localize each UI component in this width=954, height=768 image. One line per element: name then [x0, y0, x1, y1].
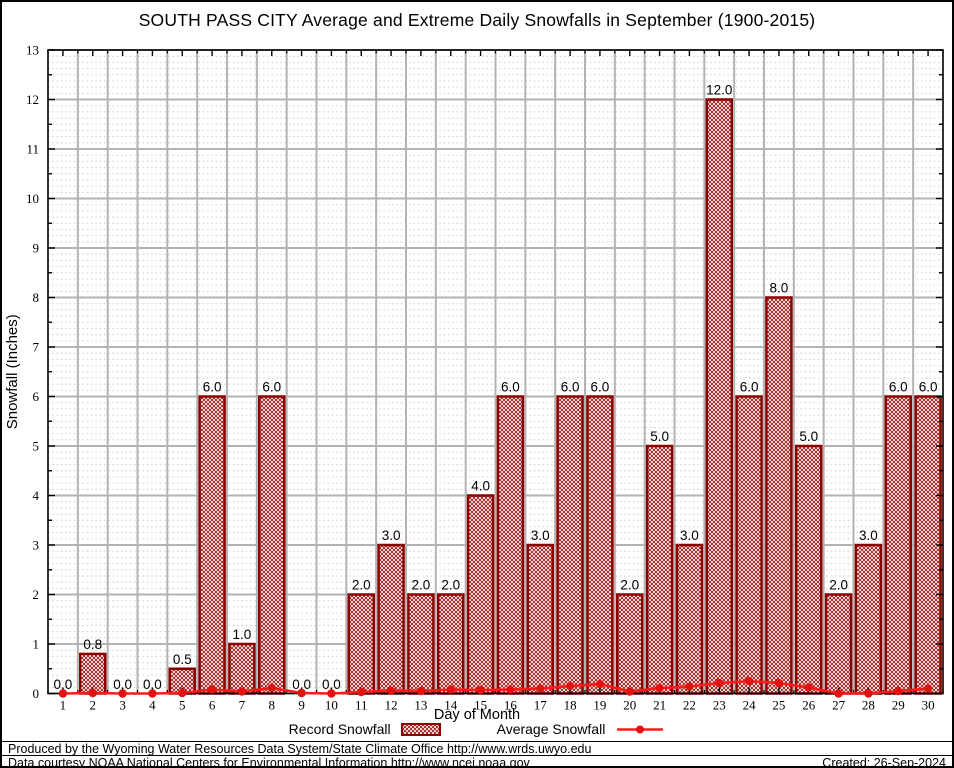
svg-text:25: 25	[772, 698, 785, 713]
svg-text:0.0: 0.0	[322, 677, 341, 692]
svg-text:20: 20	[623, 698, 636, 713]
svg-text:2.0: 2.0	[829, 578, 848, 593]
record-snowfall-swatch-icon	[400, 722, 441, 736]
svg-text:3.0: 3.0	[680, 528, 699, 543]
svg-text:13: 13	[414, 698, 427, 713]
svg-text:12: 12	[385, 698, 398, 713]
svg-text:2.0: 2.0	[352, 578, 371, 593]
snowfall-bar-chart: 0.0 0.8 0.0 0.0 0.5 6.0 1.0 6.0 0.0 0.0 2.0 3.0 2.0 2…	[4, 43, 944, 713]
svg-text:0.0: 0.0	[54, 677, 73, 692]
legend-label-average: Average Snowfall	[496, 721, 606, 737]
svg-text:30: 30	[922, 698, 935, 713]
svg-text:24: 24	[743, 698, 757, 713]
svg-text:3: 3	[33, 538, 40, 553]
footer-data-courtesy: Data courtesy NOAA National Centers for …	[8, 756, 530, 768]
svg-text:12: 12	[26, 92, 39, 107]
svg-text:6.0: 6.0	[203, 380, 222, 395]
svg-text:18: 18	[564, 698, 577, 713]
svg-text:5.0: 5.0	[650, 429, 669, 444]
svg-text:0.5: 0.5	[173, 652, 192, 667]
svg-text:6.0: 6.0	[740, 380, 759, 395]
svg-text:6.0: 6.0	[889, 380, 908, 395]
svg-text:1.0: 1.0	[233, 627, 252, 642]
svg-text:19: 19	[593, 698, 606, 713]
svg-text:8: 8	[33, 290, 40, 305]
svg-text:3: 3	[119, 698, 126, 713]
svg-text:5: 5	[33, 439, 40, 454]
svg-text:2: 2	[33, 587, 40, 602]
svg-text:15: 15	[474, 698, 487, 713]
svg-text:13: 13	[26, 43, 39, 58]
svg-text:26: 26	[802, 698, 816, 713]
legend: Record Snowfall Average Snowfall	[2, 721, 952, 737]
svg-text:12.0: 12.0	[706, 83, 732, 98]
svg-text:21: 21	[653, 698, 666, 713]
svg-text:6.0: 6.0	[919, 380, 938, 395]
svg-text:0.8: 0.8	[83, 637, 102, 652]
average-snowfall-line-icon	[617, 725, 664, 733]
svg-text:28: 28	[862, 698, 875, 713]
svg-text:6.0: 6.0	[501, 380, 520, 395]
svg-text:8: 8	[269, 698, 276, 713]
svg-text:0: 0	[33, 686, 40, 701]
footer-row: Data courtesy NOAA National Centers for …	[2, 755, 952, 768]
svg-text:0.0: 0.0	[113, 677, 132, 692]
chart-title: SOUTH PASS CITY Average and Extreme Dail…	[138, 10, 816, 30]
svg-text:2.0: 2.0	[441, 578, 460, 593]
svg-text:Snowfall (Inches): Snowfall (Inches)	[4, 314, 21, 429]
svg-text:4.0: 4.0	[471, 479, 490, 494]
svg-text:6.0: 6.0	[561, 380, 580, 395]
x-axis-label: Day of Month	[433, 707, 521, 723]
svg-text:2: 2	[90, 698, 97, 713]
svg-text:7: 7	[33, 340, 40, 355]
svg-text:9: 9	[298, 698, 305, 713]
svg-text:5: 5	[179, 698, 186, 713]
svg-text:14: 14	[444, 698, 458, 713]
svg-text:22: 22	[683, 698, 696, 713]
svg-text:4: 4	[33, 488, 40, 503]
svg-text:11: 11	[26, 142, 39, 157]
svg-text:6: 6	[33, 389, 40, 404]
svg-text:7: 7	[239, 698, 246, 713]
svg-text:10: 10	[26, 191, 39, 206]
svg-text:29: 29	[892, 698, 905, 713]
svg-text:16: 16	[504, 698, 518, 713]
legend-label-record: Record Snowfall	[288, 721, 391, 737]
svg-text:27: 27	[832, 698, 846, 713]
svg-text:6: 6	[209, 698, 216, 713]
svg-text:3.0: 3.0	[859, 528, 878, 543]
svg-text:0.0: 0.0	[292, 677, 311, 692]
svg-text:10: 10	[325, 698, 338, 713]
footer-created-date: Created: 26-Sep-2024	[822, 756, 946, 768]
svg-text:4: 4	[149, 698, 156, 713]
svg-text:23: 23	[713, 698, 726, 713]
svg-text:2.0: 2.0	[620, 578, 639, 593]
footer-produced-by: Produced by the Wyoming Water Resources …	[2, 741, 952, 756]
svg-text:6.0: 6.0	[591, 380, 610, 395]
svg-text:8.0: 8.0	[770, 281, 789, 296]
svg-text:3.0: 3.0	[382, 528, 401, 543]
svg-text:6.0: 6.0	[262, 380, 281, 395]
svg-text:9: 9	[33, 241, 40, 256]
svg-text:5.0: 5.0	[799, 429, 818, 444]
svg-text:11: 11	[355, 698, 368, 713]
svg-text:0.0: 0.0	[143, 677, 162, 692]
svg-text:2.0: 2.0	[412, 578, 431, 593]
svg-text:17: 17	[534, 698, 548, 713]
svg-text:1: 1	[60, 698, 67, 713]
svg-text:3.0: 3.0	[531, 528, 550, 543]
svg-text:1: 1	[33, 637, 40, 652]
